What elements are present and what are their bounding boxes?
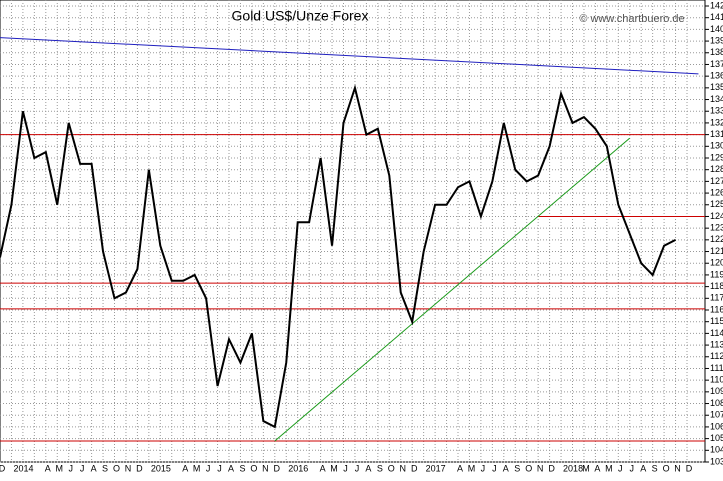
price-line [0,84,677,429]
x-tick-label: 2015 [151,463,171,473]
x-tick-label: O [525,463,532,473]
x-tick-label: 2014 [13,463,33,473]
y-tick-label: 1050 [710,433,723,443]
y-tick-label: 1100 [710,375,723,385]
y-tick-label: 1310 [710,129,723,139]
x-tick-label: A [320,463,326,473]
x-tick-label: S [377,463,383,473]
x-tick-label: D [686,463,693,473]
x-tick-label: D [548,463,555,473]
x-tick-label: J [68,463,73,473]
x-tick-label: J [343,463,348,473]
x-tick-label: A [365,463,371,473]
x-tick-label: D [411,463,418,473]
y-tick-label: 1280 [710,164,723,174]
y-tick-label: 1230 [710,223,723,233]
x-tick-label: A [228,463,234,473]
y-tick-label: 1270 [710,176,723,186]
y-tick-label: 1250 [710,199,723,209]
x-tick-label: N [537,463,544,473]
x-tick-label: J [206,463,211,473]
x-tick-label: D [274,463,281,473]
y-tick-label: 1290 [710,152,723,162]
x-tick-label: O [250,463,257,473]
y-tick-label: 1390 [710,35,723,45]
x-tick-label: O [663,463,670,473]
y-tick-label: 1170 [710,293,723,303]
x-tick-label: M [330,463,338,473]
x-tick-label: S [102,463,108,473]
x-tick-label: M [56,463,64,473]
y-tick-label: 1040 [710,445,723,455]
watermark: © www.chartbuero.de [579,13,684,25]
y-tick-label: 1160 [710,304,723,314]
y-tick-label: 1380 [710,47,723,57]
plot-frame [0,0,706,463]
y-tick-label: 1410 [710,12,723,22]
y-tick-label: 1420 [710,0,723,10]
x-tick-label: A [182,463,188,473]
x-tick-label: 2018 [563,463,583,473]
trend-line [0,37,699,75]
x-tick-label: J [355,463,360,473]
x-tick-label: S [239,463,245,473]
y-tick-label: 1370 [710,59,723,69]
y-tick-label: 1110 [710,363,723,373]
y-tick-label: 1320 [710,117,723,127]
x-tick-label: A [594,463,600,473]
y-tick-label: 1150 [710,316,723,326]
y-tick-label: 1030 [710,456,723,466]
y-tick-label: 1190 [710,269,723,279]
x-tick-label: N [125,463,132,473]
y-tick-label: 1400 [710,24,723,34]
y-tick-label: 1300 [710,141,723,151]
x-tick-label: J [80,463,85,473]
x-tick-label: A [45,463,51,473]
x-tick-label: M [582,463,590,473]
x-tick-label: J [618,463,623,473]
y-tick-label: 1120 [710,351,723,361]
x-tick-label: S [514,463,520,473]
trend-line [274,137,631,442]
y-tick-label: 1260 [710,187,723,197]
y-tick-label: 1070 [710,410,723,420]
x-tick-label: 2016 [288,463,308,473]
x-tick-label: D [136,463,143,473]
y-tick-label: 1140 [710,328,723,338]
y-tick-label: 1200 [710,258,723,268]
y-tick-label: 1350 [710,82,723,92]
x-tick-label: N [400,463,407,473]
x-tick-label: N [674,463,681,473]
y-tick-label: 1220 [710,234,723,244]
x-tick-label: M [605,463,613,473]
x-tick-label: D [0,463,6,473]
x-tick-label: A [91,463,97,473]
x-tick-label: J [492,463,497,473]
y-tick-label: 1240 [710,211,723,221]
y-tick-label: 1360 [710,71,723,81]
x-tick-label: O [113,463,120,473]
x-tick-label: A [503,463,509,473]
y-tick-label: 1330 [710,106,723,116]
chart-title: Gold US$/Unze Forex [232,8,369,24]
y-tick-label: 1340 [710,94,723,104]
y-tick-label: 1060 [710,421,723,431]
y-tick-label: 1080 [710,398,723,408]
x-tick-label: M [468,463,476,473]
y-tick-label: 1210 [710,246,723,256]
x-tick-label: A [457,463,463,473]
y-tick-label: 1130 [710,339,723,349]
y-tick-label: 1180 [710,281,723,291]
x-tick-label: J [481,463,486,473]
x-tick-label: 2017 [426,463,446,473]
x-tick-label: J [630,463,635,473]
x-tick-label: S [652,463,658,473]
x-tick-label: O [388,463,395,473]
x-tick-label: M [193,463,201,473]
x-tick-label: A [640,463,646,473]
x-tick-label: J [217,463,222,473]
y-tick-label: 1090 [710,386,723,396]
x-tick-label: N [262,463,269,473]
